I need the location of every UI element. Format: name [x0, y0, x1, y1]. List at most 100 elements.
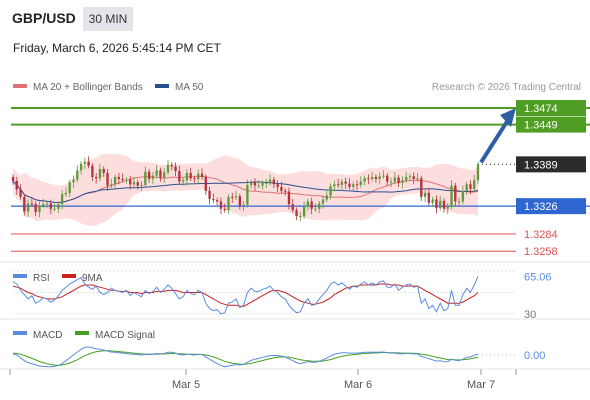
candle — [144, 171, 147, 185]
candle — [15, 180, 18, 190]
candle — [291, 204, 294, 211]
candle — [340, 181, 344, 185]
timeframe-button[interactable]: 30 MIN — [83, 7, 133, 31]
candle — [117, 176, 121, 179]
legend-label-ma50: MA 50 — [175, 82, 204, 93]
rsi-ma-line — [12, 283, 479, 307]
candle — [83, 161, 87, 164]
candle — [329, 186, 332, 196]
candle — [454, 185, 457, 202]
candle — [344, 181, 347, 184]
level-label-minor_support: 1.3258 — [524, 246, 558, 258]
candle — [318, 203, 321, 209]
candle — [159, 170, 162, 178]
datetime-label: Friday, March 6, 2026 5:45:14 PM CET — [13, 41, 221, 55]
candle — [174, 166, 177, 171]
candle — [19, 189, 22, 197]
candle — [420, 178, 423, 197]
ma20-line — [12, 175, 479, 204]
candle — [113, 176, 117, 185]
candle — [246, 184, 249, 205]
legend-label-rsi-ma: 9MA — [82, 273, 103, 284]
candle — [374, 176, 378, 179]
forecast-arrow-head — [500, 108, 516, 127]
candle — [94, 176, 98, 179]
macd-signal-line — [12, 350, 479, 366]
candle — [363, 178, 366, 182]
candle — [386, 175, 389, 182]
candle — [299, 216, 302, 218]
x-axis-tick-label: Mar 7 — [467, 379, 495, 391]
candle — [253, 182, 257, 186]
candle — [295, 210, 298, 217]
candle — [261, 182, 264, 186]
candle — [382, 175, 385, 177]
candle — [26, 203, 30, 212]
candle — [200, 173, 204, 177]
candle — [30, 203, 34, 205]
level-badge-resistance — [516, 116, 586, 133]
candle — [473, 180, 476, 189]
candle — [348, 183, 351, 187]
candle — [408, 176, 412, 178]
ma50-line — [12, 180, 479, 204]
legend-label-rsi: RSI — [33, 273, 50, 284]
legend-swatch-rsi-ma — [62, 274, 76, 278]
legend-swatch-rsi — [13, 274, 27, 278]
candle — [284, 190, 287, 192]
candle — [129, 179, 132, 185]
candle — [431, 199, 434, 203]
candle — [249, 182, 253, 185]
legend-label-macd: MACD — [33, 330, 62, 341]
macd-line — [12, 346, 479, 368]
legend-label-ma20-bb: MA 20 + Bollinger Bands — [33, 82, 143, 93]
candle — [439, 200, 442, 209]
candle — [189, 172, 192, 179]
candle — [72, 179, 75, 183]
candle — [314, 208, 317, 210]
candle — [465, 184, 468, 191]
candle — [151, 175, 155, 179]
level-label-resistance: 1.3449 — [524, 120, 558, 132]
candle — [121, 178, 124, 180]
key-levels — [11, 100, 590, 252]
candle — [367, 178, 370, 180]
candle — [378, 176, 381, 179]
candle — [23, 196, 26, 212]
candle — [91, 165, 94, 177]
rsi-current-value: 65.06 — [524, 271, 552, 283]
candle — [166, 165, 170, 173]
candle — [442, 200, 446, 209]
candle — [11, 176, 15, 181]
candle — [461, 190, 465, 202]
candle — [401, 180, 404, 183]
candle — [325, 195, 328, 200]
legend-swatch-ma20 — [13, 84, 27, 88]
candle — [204, 176, 207, 191]
candle — [227, 196, 230, 211]
candle — [231, 196, 234, 198]
macd-current-value: 0.00 — [524, 350, 545, 362]
candle — [336, 184, 340, 186]
candle — [416, 178, 419, 180]
candle — [38, 205, 41, 213]
candle — [423, 192, 427, 197]
candle — [155, 170, 158, 176]
candle — [170, 165, 173, 167]
candle — [321, 199, 325, 204]
candle — [370, 176, 374, 179]
candle — [147, 171, 151, 179]
candle — [457, 201, 461, 203]
rsi-line — [12, 276, 479, 315]
candle — [242, 204, 245, 206]
candle — [476, 164, 480, 181]
candle — [197, 173, 200, 179]
candle — [87, 161, 90, 166]
candle — [106, 172, 109, 186]
candle — [102, 169, 105, 173]
candle — [42, 204, 45, 206]
x-axis-tick-label: Mar 6 — [344, 379, 372, 391]
candle — [132, 182, 136, 185]
candle — [178, 171, 181, 182]
rsi-tick-30: 30 — [524, 309, 536, 321]
